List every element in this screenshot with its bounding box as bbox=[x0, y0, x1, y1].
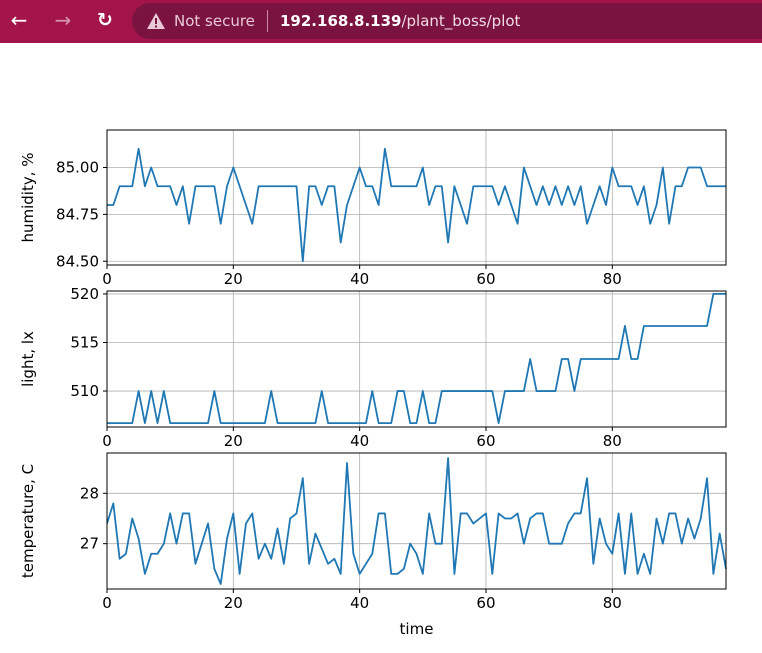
axes-frame bbox=[106, 452, 727, 590]
x-tick-label: 20 bbox=[224, 270, 243, 288]
x-tick-label: 80 bbox=[603, 594, 622, 612]
security-label[interactable]: Not secure bbox=[174, 12, 255, 30]
series-line bbox=[107, 147, 726, 263]
x-tick-label: 20 bbox=[224, 594, 243, 612]
x-tick-label: 80 bbox=[603, 270, 622, 288]
browser-toolbar: ← → ↻ Not secure 192.168.8.139/plant_bos… bbox=[0, 0, 762, 43]
y-axis-label: humidity, % bbox=[19, 152, 37, 242]
y-tick-label: 510 bbox=[70, 382, 99, 400]
x-tick-label: 0 bbox=[102, 594, 112, 612]
chart-panel-3: 0 20 40 60 80 27 28 temperature, C time bbox=[19, 452, 727, 638]
x-tick-label: 60 bbox=[476, 432, 495, 450]
x-tick-label: 20 bbox=[224, 432, 243, 450]
x-tick-label: 40 bbox=[350, 432, 369, 450]
y-tick-label: 515 bbox=[70, 333, 99, 351]
x-tick-label: 80 bbox=[603, 432, 622, 450]
y-tick-label: 520 bbox=[70, 285, 99, 303]
x-tick-label: 0 bbox=[102, 432, 112, 450]
address-bar[interactable]: Not secure 192.168.8.139/plant_boss/plot bbox=[132, 3, 762, 39]
axes-frame bbox=[106, 290, 727, 428]
y-tick-label: 85.00 bbox=[56, 159, 99, 177]
series-line bbox=[107, 293, 726, 425]
x-axis-label: time bbox=[400, 620, 434, 638]
x-tick-label: 60 bbox=[476, 594, 495, 612]
arrow-left-icon[interactable]: ← bbox=[10, 8, 28, 32]
chart-panel-1: 0 20 40 60 80 84.50 84.75 85.00 humidity, % bbox=[19, 129, 727, 288]
x-tick-label: 40 bbox=[350, 270, 369, 288]
x-tick-label: 40 bbox=[350, 594, 369, 612]
arrow-right-icon[interactable]: → bbox=[54, 8, 72, 32]
url-path: /plant_boss/plot bbox=[401, 12, 521, 30]
url-host: 192.168.8.139 bbox=[280, 12, 402, 30]
y-axis-label: temperature, C bbox=[19, 464, 37, 578]
x-tick-label: 0 bbox=[102, 270, 112, 288]
sensor-plots: 0 20 40 60 80 84.50 84.75 85.00 humidity, % 0 20 40… bbox=[19, 129, 727, 638]
url-text[interactable]: 192.168.8.139/plant_boss/plot bbox=[280, 12, 520, 30]
y-axis-label: light, lx bbox=[19, 331, 37, 387]
y-tick-label: 28 bbox=[80, 484, 99, 502]
address-divider bbox=[267, 10, 268, 32]
y-tick-label: 27 bbox=[80, 535, 99, 553]
chart-panel-2: 0 20 40 60 80 510 515 520 light, lx bbox=[19, 285, 727, 450]
y-tick-label: 84.75 bbox=[56, 205, 99, 223]
axes-frame bbox=[106, 129, 727, 266]
reload-icon[interactable]: ↻ bbox=[97, 9, 113, 31]
series-line bbox=[106, 457, 727, 585]
x-tick-label: 60 bbox=[476, 270, 495, 288]
y-tick-label: 84.50 bbox=[56, 252, 99, 270]
warning-triangle-icon[interactable] bbox=[146, 11, 166, 31]
